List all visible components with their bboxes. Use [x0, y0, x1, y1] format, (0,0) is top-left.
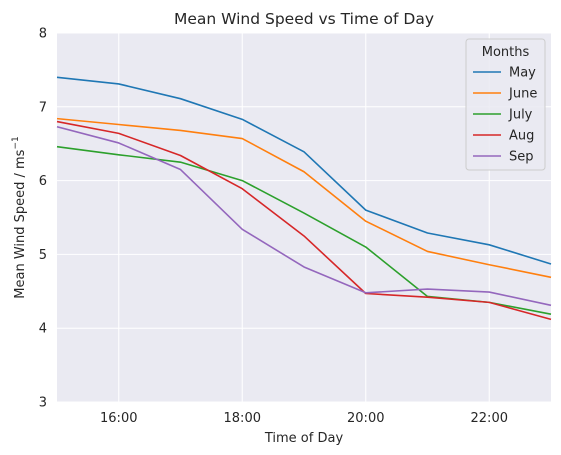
chart-title: Mean Wind Speed vs Time of Day — [174, 10, 434, 28]
legend: Months May June July Aug Sep — [465, 38, 546, 171]
y-tick-label: 8 — [39, 27, 47, 42]
x-tick-label: 18:00 — [224, 411, 261, 426]
x-tick-label: 20:00 — [347, 411, 384, 426]
legend-label: Sep — [509, 150, 534, 165]
legend-title: Months — [482, 45, 530, 60]
y-axis-label-main: Mean Wind Speed / ms — [13, 149, 28, 298]
legend-label: June — [508, 87, 537, 102]
y-tick-label: 6 — [39, 174, 47, 189]
legend-label: Aug — [509, 129, 534, 144]
y-tick-label: 5 — [39, 248, 47, 263]
x-tick-label: 16:00 — [100, 411, 137, 426]
legend-label: July — [508, 108, 533, 123]
legend-items: May June July Aug Sep — [473, 66, 537, 165]
series-line-june — [56, 117, 552, 279]
legend-label: May — [509, 66, 536, 81]
y-tick-label: 3 — [39, 396, 47, 411]
series-line-aug — [56, 120, 552, 321]
y-axis-label-superscript: −1 — [11, 136, 21, 149]
tick-labels: 3 4 5 6 7 8 16:00 18:00 20:00 22:00 — [39, 27, 508, 427]
y-tick-label: 4 — [39, 322, 47, 337]
series-line-may — [56, 76, 552, 265]
series-lines — [56, 76, 552, 321]
y-axis-label: Mean Wind Speed / ms−1 — [11, 136, 28, 298]
x-axis-label: Time of Day — [264, 431, 344, 446]
x-tick-label: 22:00 — [471, 411, 508, 426]
y-tick-label: 7 — [39, 100, 47, 115]
grid — [57, 32, 551, 403]
series-line-sep — [56, 125, 552, 307]
